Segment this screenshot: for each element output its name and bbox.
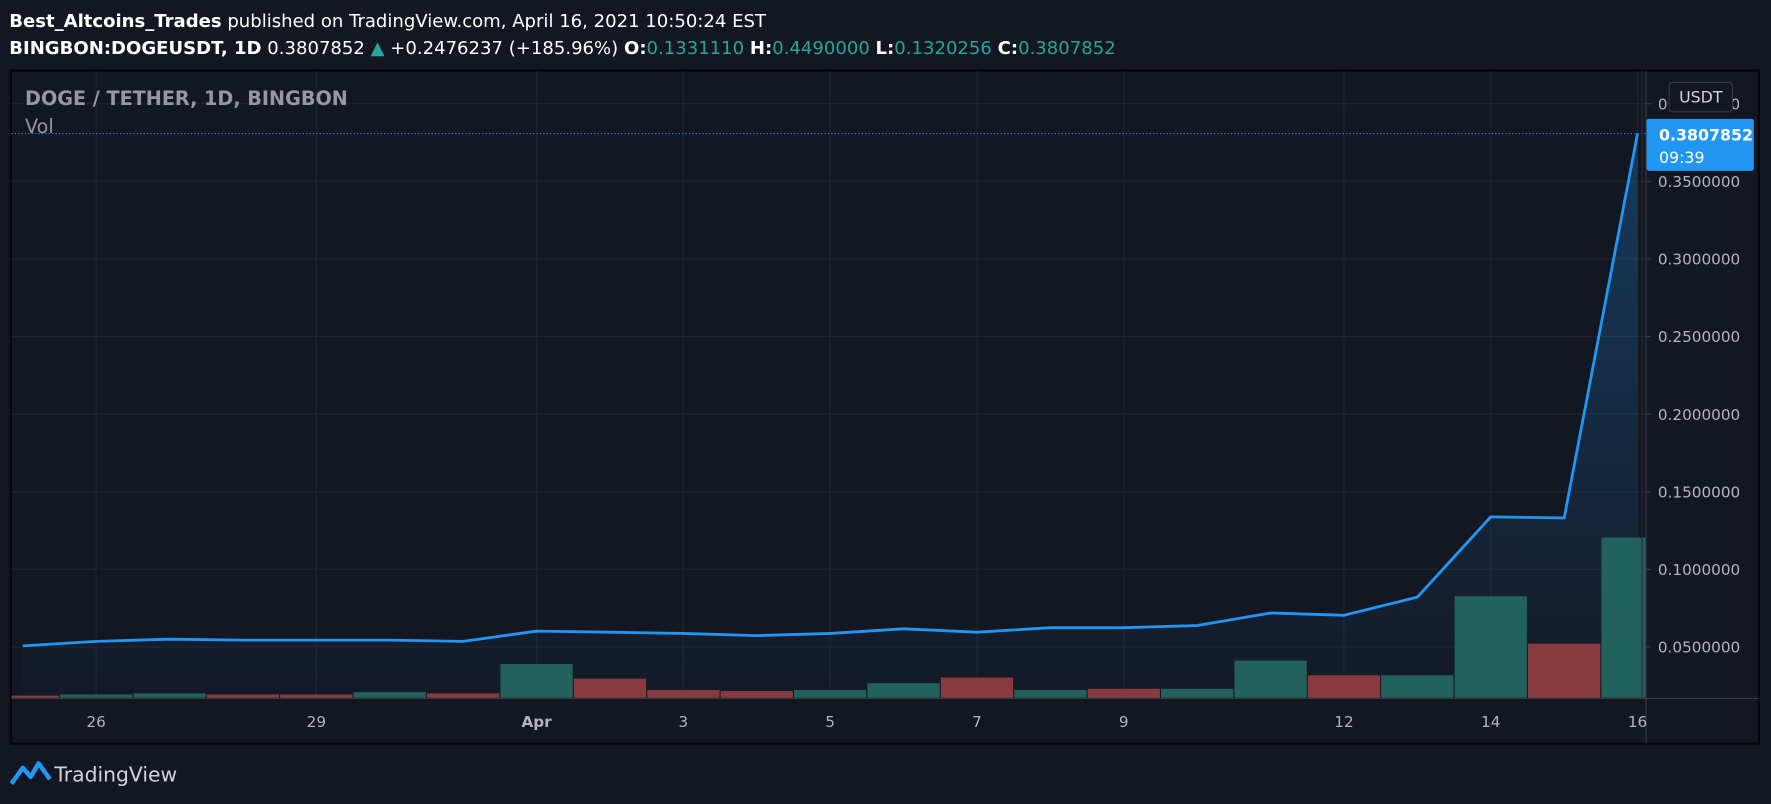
- volume-bar: [720, 691, 793, 698]
- header-line-2: BINGBON:DOGEUSDT, 1D 0.3807852 ▲ +0.2476…: [9, 38, 1115, 59]
- volume-bar: [1234, 660, 1307, 698]
- volume-bar: [1307, 675, 1381, 698]
- volume-bar: [573, 678, 647, 698]
- y-tick-label: 0.2500000: [1658, 328, 1740, 346]
- x-tick-label: 5: [825, 713, 835, 731]
- plot: [11, 71, 1646, 698]
- y-tick-label: 0.3000000: [1658, 251, 1740, 269]
- volume-bar: [206, 694, 280, 698]
- y-tick-label: 0.1000000: [1658, 561, 1740, 579]
- volume-bar: [794, 689, 867, 698]
- price-line: [22, 133, 1639, 648]
- volume-bar: [427, 693, 500, 698]
- x-tick-label: 9: [1119, 713, 1129, 731]
- o-value: 0.1331110: [647, 38, 745, 59]
- volume-bar: [500, 663, 573, 698]
- c-label: C:: [998, 38, 1018, 59]
- volume-bar: [353, 692, 426, 698]
- currency-label: USDT: [1679, 88, 1723, 107]
- header-line-1: Best_Altcoins_Trades published on Tradin…: [9, 11, 767, 32]
- l-label: L:: [876, 38, 895, 59]
- h-value: 0.4490000: [772, 38, 870, 59]
- volume-bar: [11, 695, 59, 698]
- volume-bar: [867, 683, 940, 698]
- x-tick-label: 3: [679, 713, 689, 731]
- o-label: O:: [624, 38, 647, 59]
- volume-bar: [1087, 688, 1160, 698]
- change: +0.2476237 (+185.96%): [390, 38, 618, 59]
- l-value: 0.1320256: [894, 38, 992, 59]
- axes: 0.0500000 0.1000000 0.1500000 0.2000000 0.25…: [86, 81, 1754, 731]
- volume-label: Vol: [25, 115, 54, 138]
- x-tick-label: 16: [1628, 713, 1647, 731]
- volume-bar: [647, 689, 720, 698]
- c-value: 0.3807852: [1018, 38, 1116, 59]
- x-tick-label: 7: [972, 713, 982, 731]
- volume-bar: [280, 694, 353, 698]
- x-tick-label: Apr: [521, 713, 552, 731]
- volume-bar: [1528, 643, 1601, 698]
- symbol: BINGBON:DOGEUSDT, 1D: [9, 38, 261, 59]
- countdown: 09:39: [1659, 148, 1705, 167]
- brand-logo: [9, 761, 52, 785]
- arrow: ▲: [371, 38, 385, 59]
- volume-bar: [60, 694, 133, 698]
- volume-bar: [1601, 537, 1646, 698]
- volume-bar: [940, 677, 1014, 698]
- volume-bar: [1014, 689, 1087, 698]
- last: 0.3807852: [267, 38, 365, 59]
- volume-bar: [1454, 596, 1527, 698]
- volume-bar: [133, 693, 206, 698]
- x-tick-label: 29: [307, 713, 326, 731]
- y-tick-label: 0.3500000: [1658, 173, 1740, 191]
- chart-title: DOGE / TETHER, 1D, BINGBON: [25, 87, 348, 110]
- x-tick-label: 26: [86, 713, 105, 731]
- currency-box: [1668, 81, 1733, 113]
- y-tick-label: 0.1500000: [1658, 483, 1740, 501]
- brand: TradingView: [9, 761, 177, 786]
- last-price-box: [1646, 118, 1754, 171]
- brand-name: TradingView: [53, 762, 177, 786]
- x-tick-label: 14: [1481, 713, 1500, 731]
- volume-bar: [1161, 688, 1234, 698]
- author: Best_Altcoins_Trades: [9, 11, 221, 32]
- last-price-label: 0.3807852: [1659, 125, 1753, 144]
- h-label: H:: [750, 38, 772, 59]
- y-tick-label: 0.0500000: [1658, 639, 1740, 657]
- published: published on TradingView.com, April 16, …: [227, 11, 767, 32]
- y-tick-label: 0.2000000: [1658, 406, 1740, 424]
- x-tick-label: 12: [1334, 713, 1353, 731]
- volume-bar: [1381, 675, 1454, 698]
